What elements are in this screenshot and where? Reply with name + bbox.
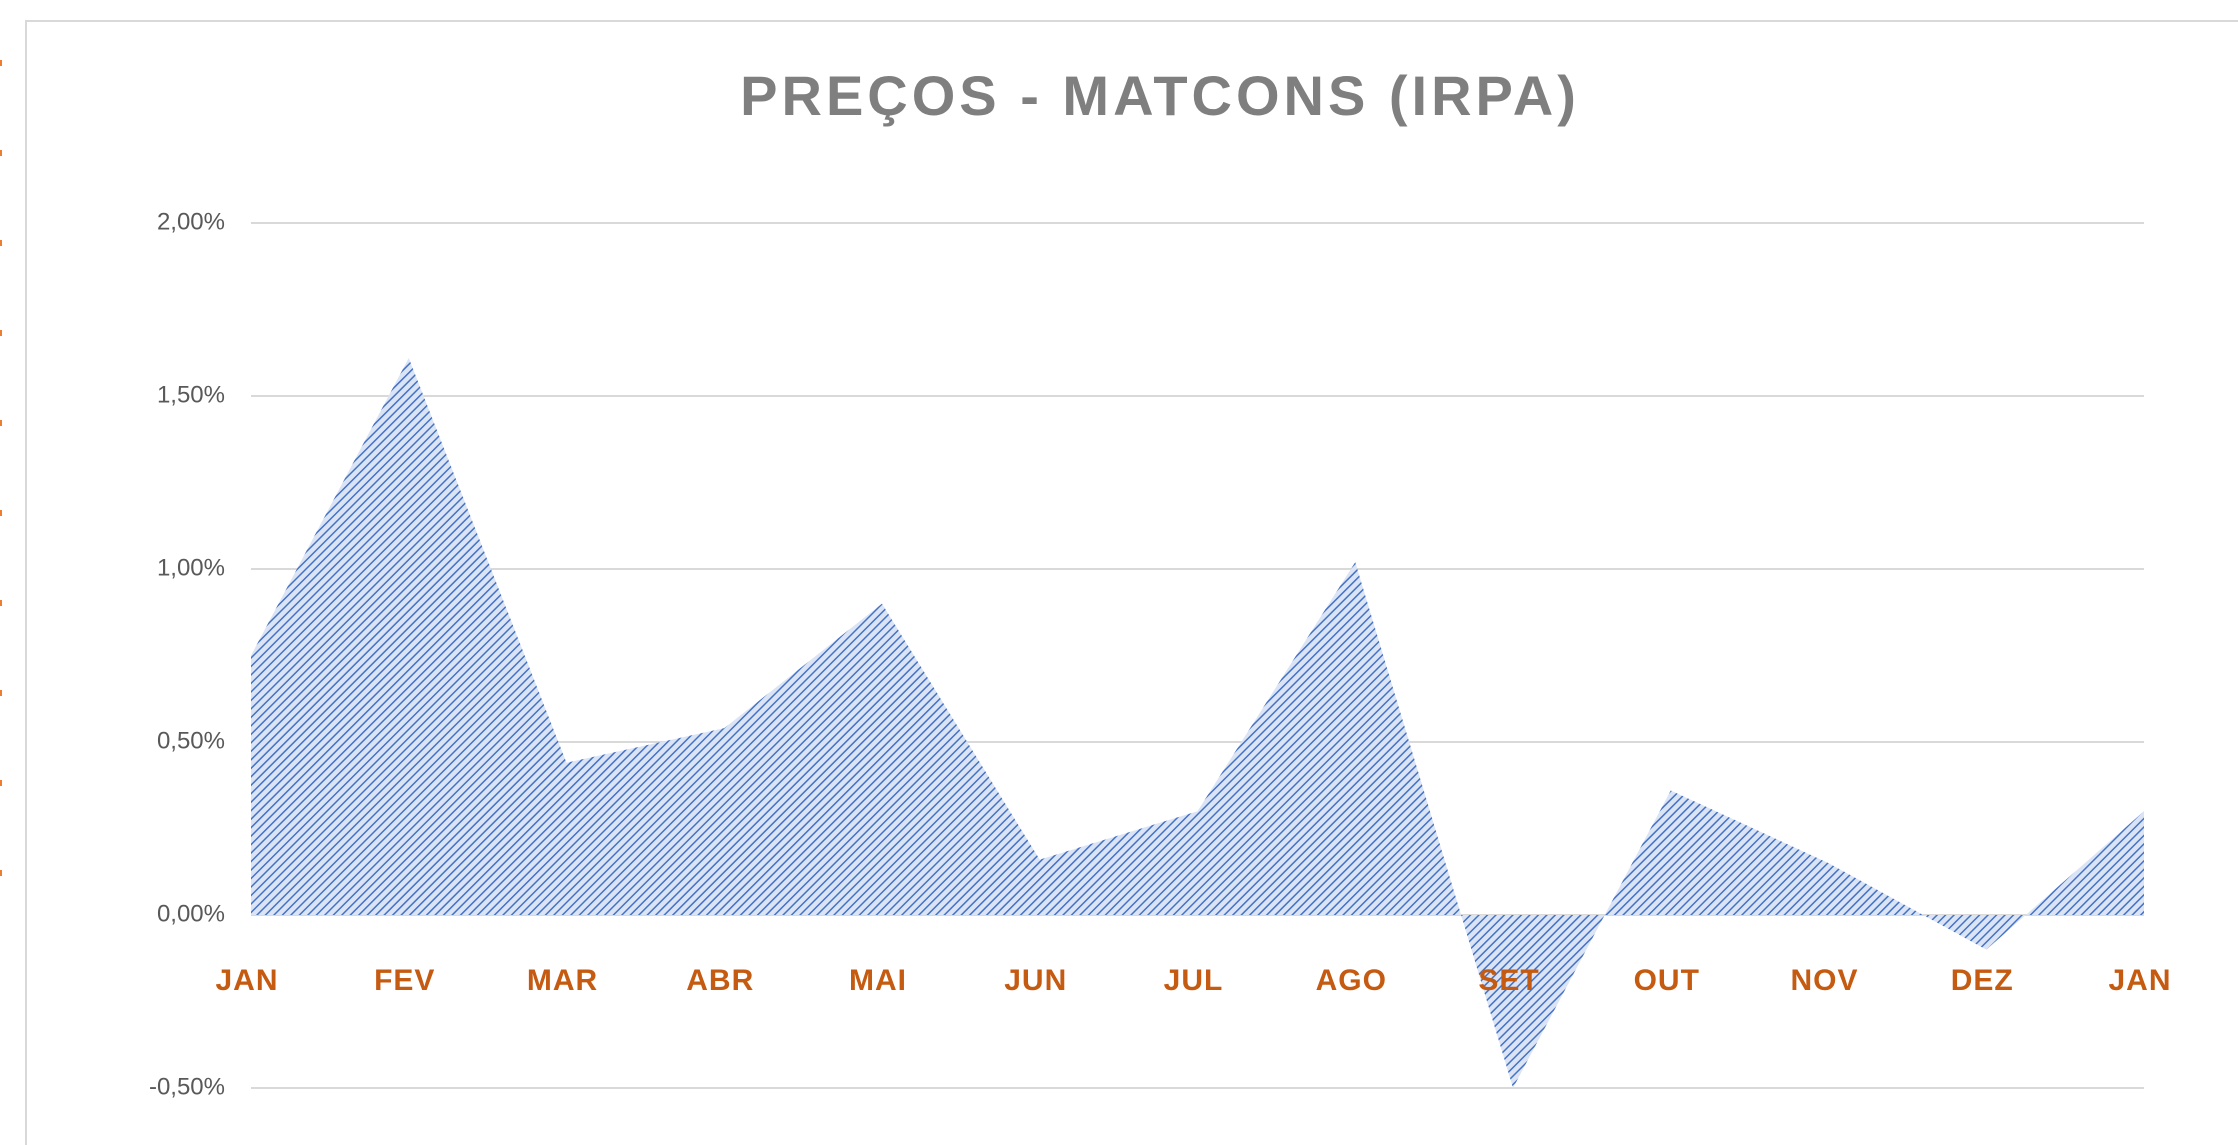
x-tick-label: JAN	[2108, 964, 2171, 997]
x-tick-label: OUT	[1634, 964, 1700, 997]
x-tick-label: AGO	[1316, 964, 1387, 997]
x-tick-label: JAN	[215, 964, 278, 997]
chart-title: PREÇOS - MATCONS (IRPA)	[740, 64, 1580, 127]
x-tick-label: FEV	[374, 964, 435, 997]
x-tick-label: SET	[1478, 964, 1539, 997]
y-tick-label: 1,50%	[157, 381, 225, 408]
x-tick-label: JUN	[1004, 964, 1067, 997]
y-tick-label: 1,00%	[157, 554, 225, 581]
y-tick-label: 0,00%	[157, 900, 225, 927]
x-tick-label: NOV	[1790, 964, 1858, 997]
x-tick-label: MAI	[849, 964, 907, 997]
x-tick-label: MAR	[527, 964, 598, 997]
x-tick-label: DEZ	[1951, 964, 2014, 997]
area	[251, 357, 2144, 1088]
x-tick-label: ABR	[686, 964, 754, 997]
y-tick-label: 2,00%	[157, 208, 225, 235]
y-tick-label: 0,50%	[157, 727, 225, 754]
x-tick-label: JUL	[1164, 964, 1224, 997]
y-tick-label: -0,50%	[149, 1073, 225, 1100]
